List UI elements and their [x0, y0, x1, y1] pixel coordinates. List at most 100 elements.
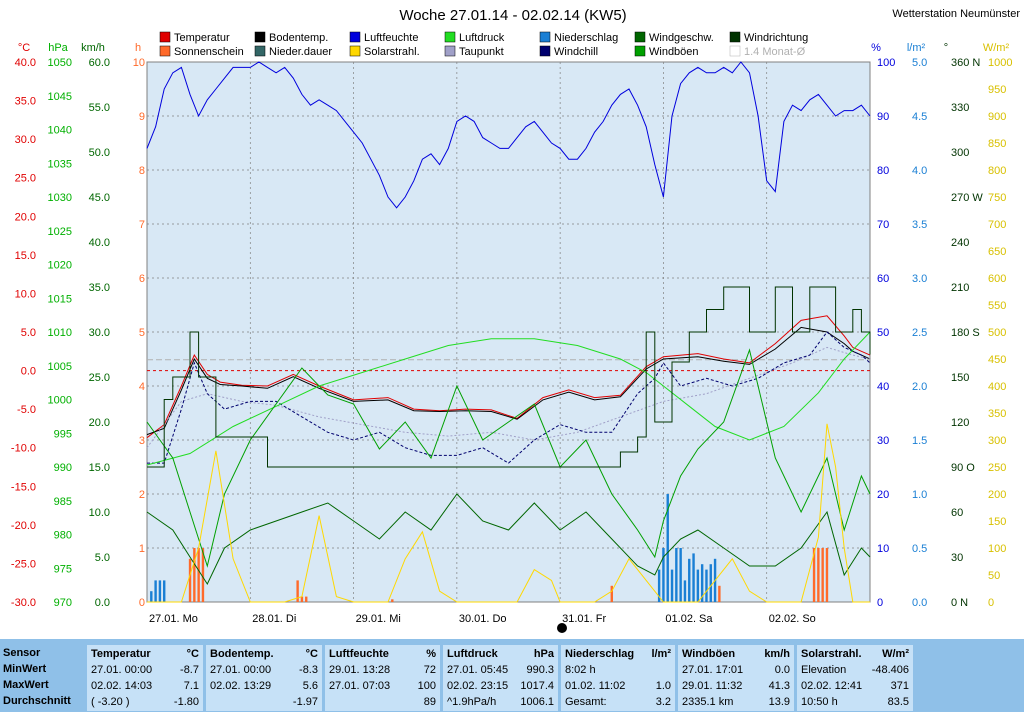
stats-row: 89 — [329, 694, 436, 710]
stats-row: 02.02. 12:41 371 — [801, 678, 909, 694]
axis-tick-wind: 10.0 — [89, 507, 110, 519]
axis-tick-wind: 50.0 — [89, 147, 110, 159]
axis-tick-temp: -25.0 — [11, 558, 36, 570]
axis-tick-wind: 30.0 — [89, 327, 110, 339]
axis-tick-humidity: 70 — [877, 219, 889, 231]
axis-tick-pressure: 1020 — [48, 260, 72, 272]
axis-unit-pressure: hPa — [48, 42, 68, 54]
stats-row: 02.02. 23:15 1017.4 — [447, 678, 554, 694]
chart-title: Woche 27.01.14 - 02.02.14 (KW5) — [399, 7, 626, 24]
axis-unit-direction: ° — [944, 42, 948, 54]
axis-unit-rain: l/m² — [907, 42, 926, 54]
axis-tick-solar: 800 — [988, 165, 1006, 177]
axis-tick-rain: 0.0 — [912, 597, 927, 609]
bar-niederschlag — [670, 569, 674, 602]
day-label: 29.01. Mi — [356, 613, 401, 625]
stats-unit: hPa — [533, 648, 554, 660]
stats-cell-label: ( -3.20 ) — [91, 696, 130, 708]
axis-tick-direction: 0 N — [951, 597, 968, 609]
bar-niederschlag — [700, 564, 704, 602]
axis-tick-hours: 3 — [139, 435, 145, 447]
stats-header: Luftfeuchte% — [329, 646, 436, 662]
bar-niederschlag — [705, 569, 708, 602]
axis-tick-wind: 55.0 — [89, 102, 110, 114]
legend-label-temperatur: Temperatur — [174, 32, 230, 44]
axis-tick-wind: 60.0 — [89, 57, 110, 69]
axis-tick-direction: 60 — [951, 507, 963, 519]
stats-header: Temperatur °C — [91, 646, 199, 662]
axis-tick-hours: 4 — [139, 381, 145, 393]
line-luftfeuchte — [146, 61, 871, 209]
axis-tick-rain: 0.5 — [912, 543, 927, 555]
stats-cell-label: ^1.9hPa/h — [447, 696, 497, 708]
axis-tick-pressure: 995 — [54, 428, 72, 440]
axis-tick-solar: 550 — [988, 300, 1006, 312]
axes: °C40.035.030.025.020.015.010.05.00.0-5.0… — [11, 42, 1013, 609]
legend-swatch-taupunkt — [444, 45, 456, 57]
stats-row: 27.01. 00:00 -8.7 — [91, 662, 199, 678]
axis-tick-pressure: 990 — [54, 462, 72, 474]
axis-tick-solar: 0 — [988, 597, 994, 609]
stats-row: 01.02. 11:02 1.0 — [565, 678, 671, 694]
stats-unit: km/h — [764, 648, 790, 660]
axis-tick-temp: 40.0 — [15, 57, 36, 69]
bar-niederschlag — [666, 494, 669, 602]
stats-sensor-name: Bodentemp. — [210, 648, 274, 660]
legend-swatch-windboeen — [634, 45, 646, 57]
axis-tick-direction: 120 — [951, 417, 969, 429]
line-windgeschw — [146, 493, 871, 586]
bar-sonnenschein — [300, 596, 304, 602]
stats-cell-label: Gesamt: — [565, 696, 607, 708]
day-label: 30.01. Do — [459, 613, 507, 625]
stats-row: 29.01. 13:28 72 — [329, 662, 436, 678]
stats-row: 27.01. 00:00 -8.3 — [210, 662, 318, 678]
stats-cell-label: 29.01. 13:28 — [329, 664, 391, 676]
legend-swatch-luftdruck — [444, 31, 456, 43]
axis-tick-hours: 0 — [139, 597, 145, 609]
axis-unit-solar: W/m² — [983, 42, 1010, 54]
legend-swatch-monat — [729, 45, 741, 57]
bar-niederschlag — [688, 558, 691, 602]
stats-cell-value: 83.5 — [887, 696, 909, 708]
axis-unit-temp: °C — [18, 42, 30, 54]
stats-sensor-name: Temperatur — [91, 648, 151, 660]
bar-niederschlag — [692, 553, 695, 602]
stats-cell-value: 3.2 — [655, 696, 671, 708]
legend-swatch-luftfeuchte — [349, 31, 361, 43]
bar-sonnenschein — [821, 548, 824, 602]
axis-tick-rain: 2.0 — [912, 381, 927, 393]
axis-tick-temp: -10.0 — [11, 443, 36, 455]
stats-sensor-name: Luftfeuchte — [329, 648, 389, 660]
axis-tick-rain: 1.5 — [912, 435, 927, 447]
stats-row: 02.02. 13:29 5.6 — [210, 678, 318, 694]
bar-niederschlag — [662, 548, 665, 602]
stats-unit: °C — [305, 648, 318, 660]
bar-sonnenschein — [188, 558, 192, 602]
stats-cell-value: 7.1 — [183, 680, 199, 692]
axis-tick-solar: 400 — [988, 381, 1006, 393]
stats-cell-value: -8.3 — [299, 664, 318, 676]
bar-sonnenschein — [305, 596, 308, 602]
bar-sonnenschein — [825, 548, 829, 602]
stats-row: 8:02 h — [565, 662, 671, 678]
legend-label-sonnenschein: Sonnenschein — [174, 46, 244, 58]
stats-cell-value: 72 — [423, 664, 436, 676]
axis-tick-direction: 240 — [951, 237, 969, 249]
bar-niederschlag — [158, 580, 162, 602]
stats-cell-label: 27.01. 17:01 — [682, 664, 744, 676]
axis-tick-pressure: 1030 — [48, 192, 72, 204]
stats-cell-value: -48.406 — [871, 664, 909, 676]
bar-niederschlag — [163, 580, 166, 602]
axis-tick-pressure: 1015 — [48, 293, 72, 305]
day-label: 28.01. Di — [252, 613, 296, 625]
stats-header: Niederschlag l/m² — [565, 646, 671, 662]
stats-cell-label: 8:02 h — [565, 664, 596, 676]
axis-tick-solar: 700 — [988, 219, 1006, 231]
axis-tick-solar: 300 — [988, 435, 1006, 447]
bar-sonnenschein — [391, 599, 394, 602]
stats-header: Bodentemp. °C — [210, 646, 318, 662]
stats-row: ^1.9hPa/h 1006.1 — [447, 694, 554, 710]
axis-tick-temp: -5.0 — [17, 404, 36, 416]
line-windrichtung — [147, 286, 871, 468]
axis-tick-direction: 210 — [951, 282, 969, 294]
